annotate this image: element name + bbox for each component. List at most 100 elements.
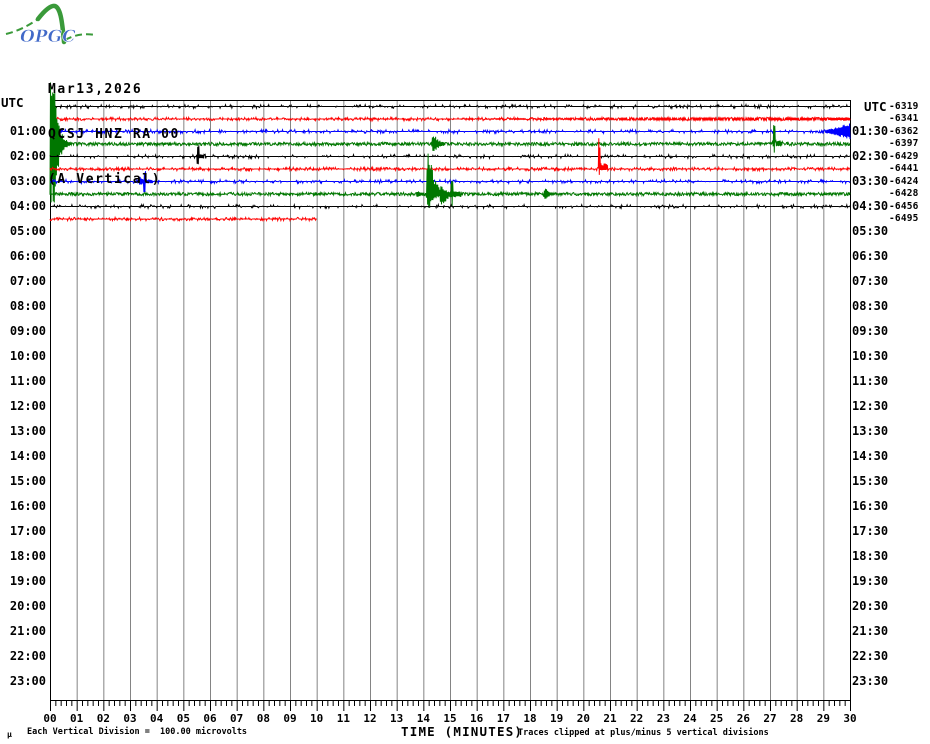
minute-tick-label: 05 — [176, 712, 190, 725]
trace-offset-value: -6456 — [889, 200, 919, 212]
minute-tick-label: 25 — [710, 712, 724, 725]
minute-tick-label: 10 — [310, 712, 324, 725]
left-hour-label: 17:00 — [9, 524, 46, 538]
trace-row-0100 — [50, 123, 851, 140]
right-halfhour-label: 06:30 — [852, 249, 889, 263]
logo-waveform-right — [64, 33, 97, 41]
minute-tick-label: 02 — [96, 712, 110, 725]
minute-tick-label: 26 — [736, 712, 750, 725]
minute-tick-label: 24 — [683, 712, 697, 725]
left-hour-label: 23:00 — [9, 674, 46, 688]
trace-row-0300 — [50, 171, 851, 193]
minute-tick-label: 07 — [230, 712, 244, 725]
left-hour-label: 01:00 — [9, 124, 46, 138]
left-hour-label: 20:00 — [9, 599, 46, 613]
minute-tick-label: 01 — [70, 712, 84, 725]
right-halfhour-label: 23:30 — [852, 674, 889, 688]
right-halfhour-label: 15:30 — [852, 474, 889, 488]
right-halfhour-label: 10:30 — [852, 349, 889, 363]
logo-text: OPGC — [20, 27, 76, 47]
right-halfhour-label: 11:30 — [852, 374, 889, 388]
trace-row-0430 — [49, 215, 317, 223]
trace-row-0330 — [49, 153, 851, 208]
minute-tick-label: 03 — [123, 712, 137, 725]
right-halfhour-label: 09:30 — [852, 324, 889, 338]
trace-offset-value: -6441 — [889, 163, 919, 174]
left-hour-label: 08:00 — [9, 299, 46, 313]
minute-tick-label: 00 — [43, 712, 57, 725]
trace-offset-value: -6341 — [889, 113, 919, 124]
opgc-logo: OPGC — [5, 3, 97, 47]
minute-tick-label: 27 — [763, 712, 777, 725]
left-hour-label: 19:00 — [9, 574, 46, 588]
minute-tick-label: 11 — [336, 712, 350, 725]
utc-label-right: UTC — [864, 99, 887, 114]
left-hour-label: 10:00 — [9, 349, 46, 363]
minute-tick-label: 13 — [390, 712, 404, 725]
footer-scale-note: Each Vertical Division = 100.00 microvol… — [27, 727, 248, 737]
trace-offset-value: -6362 — [889, 125, 919, 137]
minute-tick-label: 30 — [843, 712, 857, 725]
trace-row-0230 — [49, 138, 850, 175]
left-hour-label: 12:00 — [9, 399, 46, 413]
right-halfhour-label: 01:30 — [852, 124, 889, 138]
left-hour-label: 03:00 — [9, 174, 46, 188]
logo-waveform-left — [5, 18, 39, 35]
minute-tick-label: 20 — [576, 712, 590, 725]
left-hour-label: 04:00 — [9, 199, 46, 213]
trace-offset-value: -6495 — [889, 213, 919, 224]
left-hour-label: 13:00 — [9, 424, 46, 438]
left-hour-label: 16:00 — [9, 499, 46, 513]
footer-stray-glyph: µ — [7, 730, 12, 739]
left-hour-label: 21:00 — [9, 624, 46, 638]
minute-tick-label: 21 — [603, 712, 617, 725]
right-halfhour-label: 12:30 — [852, 399, 889, 413]
right-halfhour-label: 08:30 — [852, 299, 889, 313]
trace-offset-value: -6428 — [889, 188, 919, 199]
minute-tick-label: 22 — [630, 712, 644, 725]
left-hour-label: 14:00 — [9, 449, 46, 463]
left-hour-label: 22:00 — [9, 649, 46, 663]
minute-tick-label: 12 — [363, 712, 377, 725]
trace-offset-value: -6397 — [889, 138, 919, 149]
right-halfhour-label: 21:30 — [852, 624, 889, 638]
logo-peak — [35, 3, 67, 45]
right-halfhour-label: 03:30 — [852, 174, 889, 188]
right-halfhour-label: 13:30 — [852, 424, 889, 438]
trace-offset-value: -6319 — [889, 100, 919, 112]
minute-tick-label: 14 — [416, 712, 430, 725]
header: Mar13,2026 QCSJ HNZ RA 00 (A Vertical) — [48, 52, 180, 202]
trace-row-0130 — [49, 82, 851, 203]
minute-tick-label: 23 — [656, 712, 670, 725]
trace-row-0400 — [50, 202, 851, 211]
minute-tick-label: 29 — [816, 712, 830, 725]
minute-tick-label: 08 — [256, 712, 270, 725]
left-hour-label: 07:00 — [9, 274, 46, 288]
left-hour-label: 09:00 — [9, 324, 46, 338]
header-date: Mar13,2026 — [48, 82, 143, 97]
left-hour-label: 06:00 — [9, 249, 46, 263]
right-halfhour-label: 05:30 — [852, 224, 889, 238]
utc-label-left: UTC — [1, 95, 24, 110]
minute-tick-label: 04 — [150, 712, 164, 725]
minute-tick-label: 09 — [283, 712, 297, 725]
header-station: QCSJ HNZ RA 00 — [48, 127, 180, 142]
left-hour-label: 05:00 — [9, 224, 46, 238]
minute-tick-label: 15 — [443, 712, 457, 725]
trace-row-0200 — [49, 145, 851, 165]
header-channel: (A Vertical) — [48, 172, 162, 187]
minute-tick-label: 16 — [470, 712, 484, 725]
minute-tick-label: 06 — [203, 712, 217, 725]
left-hour-label: 11:00 — [9, 374, 46, 388]
trace-row-0000 — [50, 102, 850, 111]
left-hour-label: 15:00 — [9, 474, 46, 488]
right-halfhour-label: 18:30 — [852, 549, 889, 563]
right-halfhour-label: 17:30 — [852, 524, 889, 538]
minute-tick-label: 19 — [550, 712, 564, 725]
right-halfhour-label: 07:30 — [852, 274, 889, 288]
minute-tick-label: 18 — [523, 712, 537, 725]
footer-clip-note: Traces clipped at plus/minus 5 vertical … — [518, 728, 769, 738]
trace-offset-value: -6424 — [889, 175, 919, 187]
